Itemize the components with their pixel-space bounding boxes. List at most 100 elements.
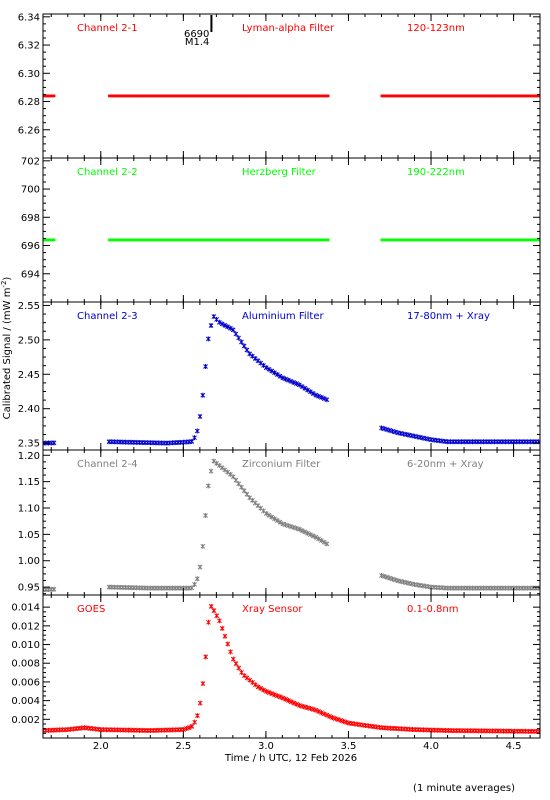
- ch23-point: [387, 427, 393, 433]
- goes-point: [236, 665, 242, 671]
- ch24-point: [319, 538, 324, 544]
- ch23-ytick-label: 2.45: [18, 370, 40, 381]
- x-tick-label: 4.5: [506, 741, 522, 752]
- goes-point: [255, 684, 261, 690]
- ch23-filter-label: Aluminium Filter: [242, 311, 325, 322]
- ch24-point: [222, 467, 228, 473]
- ch23-point: [313, 392, 319, 398]
- panel-goes: 0.002 0.004 0.006 0.008 0.010 0.012 0.014 GOES X…: [11, 594, 541, 739]
- goes-point: [313, 707, 319, 713]
- panel-ch24: 0.95 1.00 1.05 1.10 1.15 1.20 Channel 2-4 Zirco…: [18, 449, 541, 596]
- ch24-point: [192, 581, 197, 587]
- ch24-point: [307, 532, 313, 538]
- ch23-point: [381, 426, 387, 432]
- ch23-point: [250, 353, 255, 359]
- ch24-point: [296, 526, 302, 532]
- ch24-point: [230, 474, 236, 480]
- goes-ytick-label: 0.004: [11, 696, 40, 707]
- ch23-points: [43, 314, 540, 446]
- goes-point: [225, 641, 231, 647]
- ch23-point: [200, 392, 206, 398]
- ch22-channel-label: Channel 2-2: [77, 167, 138, 178]
- goes-point: [341, 718, 346, 724]
- ch23-point: [233, 331, 239, 337]
- goes-point: [233, 661, 239, 667]
- ch24-point: [283, 522, 288, 528]
- ch23-point: [277, 373, 283, 379]
- ch23-point: [255, 358, 261, 364]
- goes-ytick-label: 0.012: [11, 621, 40, 632]
- ch24-point: [305, 530, 310, 536]
- marker-label-id: 6690: [184, 29, 209, 40]
- ch23-point: [390, 428, 395, 434]
- x-tick-label: 3.5: [341, 741, 357, 752]
- ch24-point: [313, 534, 319, 540]
- goes-ytick-label: 0.014: [11, 603, 40, 614]
- ch23-point: [291, 379, 297, 385]
- ch24-point: [387, 575, 393, 581]
- goes-point: [310, 706, 316, 712]
- goes-point: [258, 685, 264, 691]
- ch23-ytick-label: 2.55: [18, 301, 40, 312]
- ch24-point: [205, 483, 211, 489]
- y-axis-label: Calibrated Signal / (mW m-2): [0, 277, 13, 420]
- ch24-point: [214, 460, 219, 466]
- goes-point: [222, 633, 228, 639]
- ch24-point: [266, 512, 272, 518]
- ch23-point: [205, 336, 211, 342]
- ch23-point: [288, 378, 294, 384]
- goes-point: [211, 608, 217, 614]
- goes-point: [206, 619, 211, 625]
- ch24-point: [324, 541, 330, 547]
- ch23-point: [296, 382, 302, 388]
- panel-ch21: 6.26 6.28 6.30 6.32 6.34 Channel 2-1 Lyman-alp…: [18, 12, 541, 159]
- ch23-frame: [42, 301, 541, 451]
- goes-point: [316, 708, 322, 714]
- goes-point: [283, 696, 289, 702]
- goes-point: [219, 625, 225, 631]
- goes-point: [241, 673, 247, 679]
- ch21-ytick-label: 6.30: [18, 69, 40, 80]
- ch23-point: [263, 365, 269, 371]
- ch24-point: [316, 536, 321, 542]
- ch23-point: [261, 362, 266, 368]
- goes-point: [277, 694, 283, 700]
- ch23-point: [203, 364, 208, 370]
- ch23-band-label: 17-80nm + Xray: [407, 311, 490, 322]
- ch24-point: [194, 576, 200, 582]
- ch24-point: [379, 572, 384, 578]
- panel-ch23: 2.35 2.40 2.45 2.50 2.55 Channel 2-3 Aluminium…: [18, 301, 541, 451]
- goes-band-label: 0.1-0.8nm: [407, 604, 459, 615]
- ch23-point: [225, 324, 230, 330]
- goes-point: [252, 682, 258, 688]
- ch22-point: [53, 238, 56, 242]
- ch24-point: [272, 516, 277, 522]
- ch21-ytick-label: 6.26: [18, 125, 40, 136]
- goes-ytick-label: 0.002: [11, 715, 40, 726]
- ch23-point: [310, 390, 316, 396]
- ch23-point: [239, 339, 244, 345]
- goes-point: [332, 716, 338, 722]
- ch24-point: [211, 458, 217, 464]
- goes-point: [294, 701, 300, 707]
- goes-point: [250, 679, 255, 685]
- ch24-point: [241, 488, 247, 494]
- goes-frame: [42, 594, 541, 739]
- ch23-ytick-label: 2.50: [18, 335, 40, 346]
- ch22-frame: [42, 157, 541, 303]
- ch24-ytick-label: 1.10: [18, 504, 40, 515]
- ch24-point: [216, 463, 222, 469]
- ch23-ytick-label: 2.40: [18, 404, 40, 415]
- ch24-point: [219, 465, 225, 471]
- ch23-point: [384, 427, 390, 433]
- goes-point: [327, 713, 333, 719]
- ch23-point: [258, 360, 264, 366]
- goes-ytick-label: 0.010: [11, 640, 40, 651]
- ch24-point: [299, 528, 305, 534]
- ch23-point: [294, 381, 299, 387]
- ch23-point: [274, 371, 280, 377]
- goes-point: [244, 675, 250, 681]
- ch24-point: [200, 543, 206, 549]
- ch24-point: [285, 523, 291, 529]
- ch24-point: [51, 586, 57, 592]
